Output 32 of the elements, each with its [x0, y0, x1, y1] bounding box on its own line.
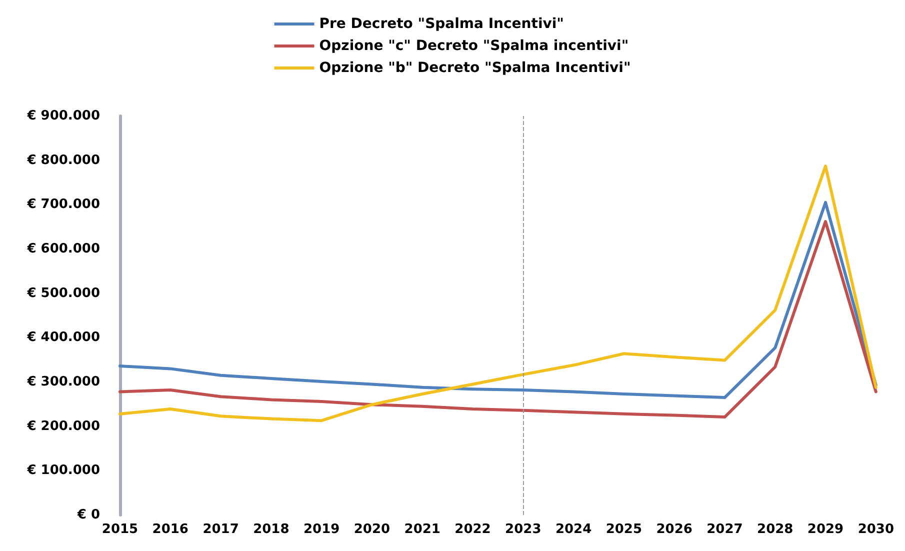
- y-tick-label: € 0: [76, 508, 100, 522]
- y-tick-label: € 700.000: [26, 197, 100, 212]
- x-tick-label: 2023: [505, 522, 542, 537]
- y-tick-label: € 100.000: [26, 463, 100, 478]
- x-tick-label: 2028: [757, 522, 794, 537]
- x-tick-label: 2024: [555, 522, 592, 537]
- x-tick-label: 2025: [606, 522, 642, 537]
- x-tick-label: 2021: [404, 522, 440, 537]
- legend-label: Opzione "b" Decreto "Spalma Incentivi": [319, 60, 631, 76]
- legend-label: Pre Decreto "Spalma Incentivi": [319, 16, 564, 32]
- line-series: [118, 200, 878, 400]
- y-tick-label: € 800.000: [26, 152, 100, 168]
- y-tick-label: € 500.000: [26, 286, 100, 301]
- x-tick-label: 2018: [253, 522, 290, 537]
- x-tick-label: 2022: [454, 522, 491, 537]
- x-tick-label: 2027: [706, 522, 743, 537]
- x-tick-label: 2017: [202, 522, 239, 537]
- x-tick-label: 2029: [807, 522, 844, 537]
- x-tick-label: 2015: [102, 522, 138, 537]
- y-tick-label: € 600.000: [26, 242, 100, 256]
- y-tick-label: € 900.000: [26, 108, 100, 124]
- line-series: [118, 220, 878, 419]
- x-tick-label: 2020: [354, 522, 390, 537]
- line-series: [118, 164, 878, 422]
- x-tick-label: 2019: [303, 522, 340, 537]
- x-tick-label: 2030: [858, 522, 894, 537]
- x-tick-label: 2026: [656, 522, 692, 537]
- x-tick-label: 2016: [152, 522, 188, 537]
- y-tick-label: € 300.000: [26, 374, 100, 390]
- legend-label: Opzione "c" Decreto "Spalma incentivi": [319, 38, 629, 54]
- y-tick-label: € 400.000: [26, 330, 100, 346]
- y-tick-label: € 200.000: [26, 418, 100, 434]
